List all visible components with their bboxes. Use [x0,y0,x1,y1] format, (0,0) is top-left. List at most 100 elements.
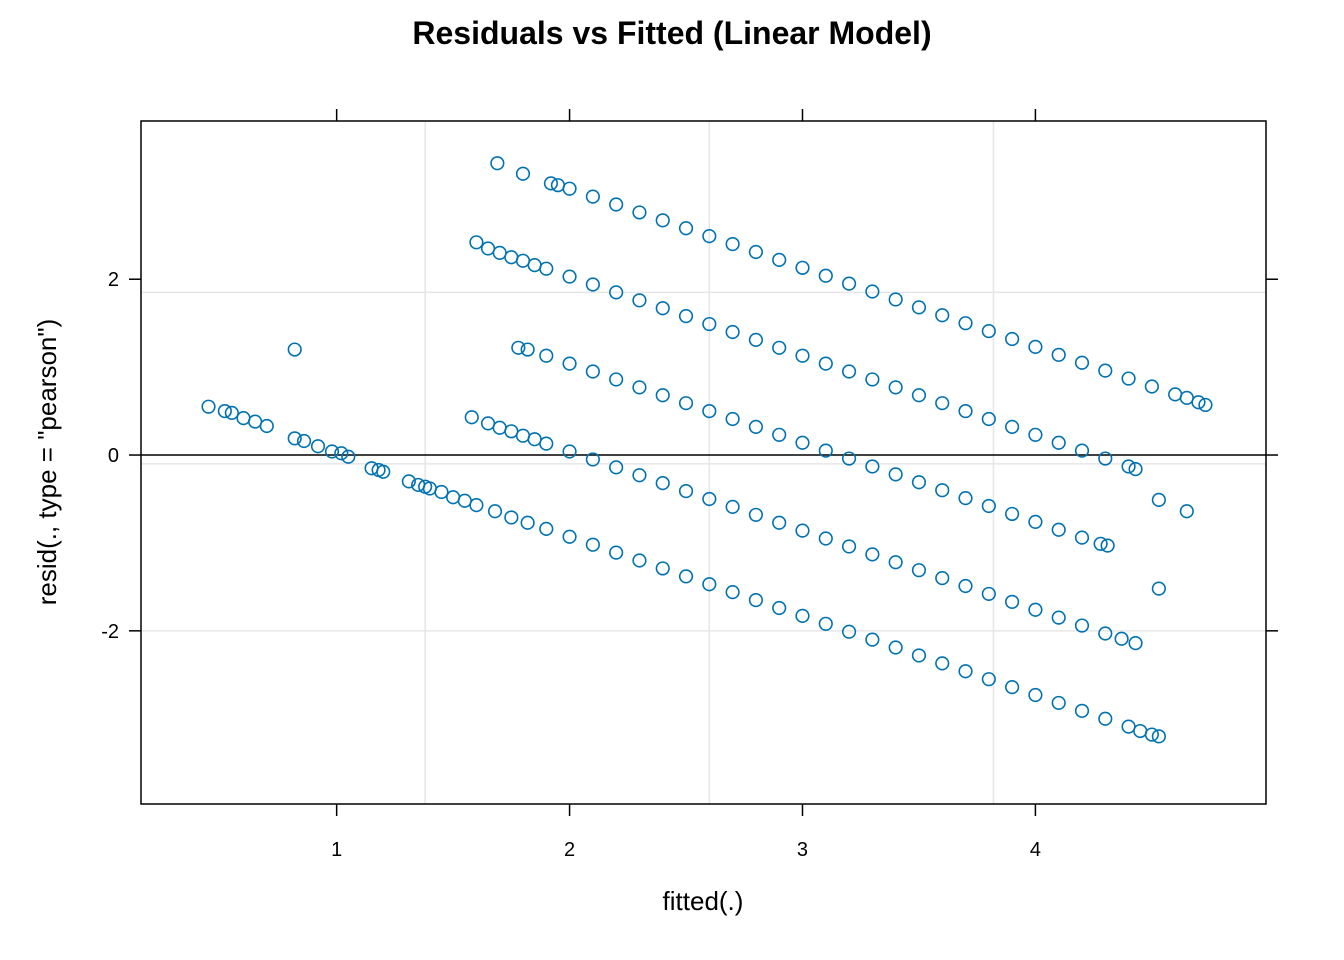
data-point [1005,419,1020,434]
data-point [865,284,880,299]
data-point [702,491,717,507]
data-point [1098,451,1113,466]
data-point [655,388,670,403]
data-point [795,435,810,450]
data-point [632,468,647,483]
y-tick-label: 0 [108,445,119,467]
data-point [248,414,263,429]
data-point [1098,363,1113,378]
data-point [1028,687,1043,703]
data-point [446,490,461,505]
data-point [748,244,764,260]
data-point [504,424,519,439]
data-point [958,664,973,679]
data-point [958,578,973,594]
data-point [341,449,356,464]
data-point [632,553,647,568]
data-point [772,600,787,616]
data-point [958,316,973,331]
data-point [772,515,787,530]
data-point [632,293,647,308]
data-point [888,467,903,482]
data-point [725,499,740,514]
data-point [490,156,505,171]
data-point [1144,727,1159,742]
data-point [1051,610,1066,625]
data-point [287,431,302,446]
data-point [1098,626,1113,641]
data-point [401,474,416,489]
data-point [1179,504,1194,519]
data-point [609,545,624,560]
data-point [609,460,624,475]
data-point [725,411,740,427]
data-point [1128,461,1143,477]
y-axis-label: resid(., type = "pearson") [32,319,62,606]
data-point [888,640,903,655]
data-point [539,348,554,363]
data-point [585,364,600,379]
y-tick-label: -2 [101,621,119,643]
data-point [217,403,232,419]
data-point [911,388,927,403]
data-point [520,342,535,357]
data-point [609,372,624,387]
data-point [748,507,764,522]
data-point [1028,514,1043,529]
data-point [539,261,554,276]
data-point [539,436,554,451]
x-tick-labels: 1 2 3 4 [331,839,1041,861]
data-point [469,498,484,513]
data-point [1198,397,1213,413]
data-point [1028,602,1043,617]
data-point [981,498,996,514]
data-point [841,364,857,379]
data-point [1151,729,1166,744]
data-point [1074,355,1090,370]
data-point [296,433,312,449]
data-point [1128,636,1143,651]
data-point [1005,331,1020,347]
data-point [1121,719,1136,734]
axis-ticks [129,109,1278,816]
data-point [678,309,694,324]
data-point [334,446,349,461]
grid-lines [141,121,1266,804]
data-point [911,648,927,663]
data-point [935,483,950,498]
data-point [1005,594,1020,609]
data-point [310,439,326,454]
data-point [818,531,833,546]
data-point [480,416,496,431]
data-point [1074,618,1090,633]
x-axis-label: fitted(.) [663,886,744,916]
data-point [464,410,479,425]
data-point [287,342,302,357]
data-point [480,241,496,256]
data-point [748,332,764,347]
data-point [515,253,531,268]
data-point [632,205,647,220]
data-point [1121,459,1136,474]
data-point [1074,530,1090,545]
data-point [655,476,670,491]
data-point [888,555,903,570]
data-point [469,235,484,250]
data-point [1093,536,1108,551]
data-point [911,475,927,490]
data-point [201,399,216,414]
data-point [1051,347,1066,362]
y-tick-label: 2 [108,269,119,291]
data-point [655,301,670,316]
data-point [1151,581,1166,596]
data-point [457,493,472,508]
data-point [632,380,647,395]
data-point [550,178,566,193]
data-point [609,197,624,212]
data-point [958,491,973,506]
data-point [376,464,391,479]
data-point [725,585,740,600]
data-point [935,656,950,671]
data-point [678,221,694,236]
data-point [492,245,507,260]
